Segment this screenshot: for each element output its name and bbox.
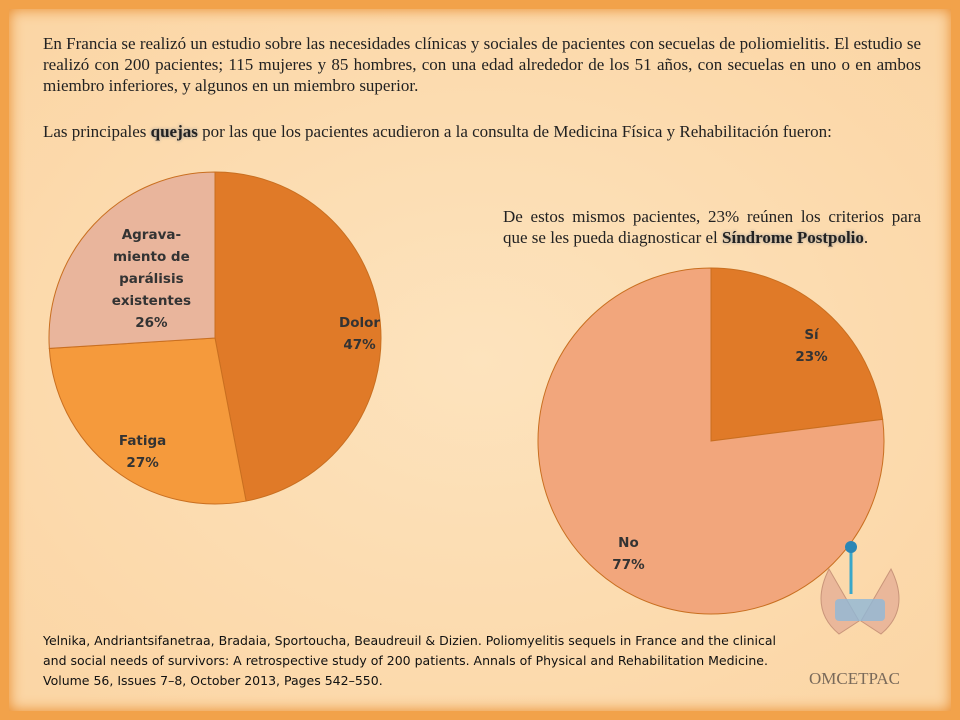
value-label: 77% (612, 556, 645, 573)
slice-label: Agrava-miento de parálisis existentes 26% (96, 224, 206, 334)
slice-label: No 77% (573, 532, 683, 576)
emphasis: Síndrome Postpolio (722, 228, 864, 247)
emphasis: quejas (150, 122, 198, 141)
pie-slice (48, 171, 216, 349)
pie-slice (48, 337, 247, 505)
text: Las principales (43, 122, 151, 141)
value-label: 26% (135, 314, 168, 331)
value-label: 27% (126, 454, 159, 471)
paragraph: De estos mismos pacientes, 23% reúnen lo… (503, 206, 921, 248)
paragraph: En Francia se realizó un estudio sobre l… (43, 34, 921, 95)
category-label: Sí (804, 327, 819, 344)
citation: Yelnika, Andriantsifanetraa, Bradaia, Sp… (43, 633, 777, 688)
slice-label: Dolor 47% (305, 312, 415, 356)
category-label: Dolor (338, 315, 381, 332)
category-label: Agrava-miento de parálisis existentes (111, 226, 192, 309)
category-label: No (618, 534, 639, 551)
value-label: 23% (795, 349, 828, 366)
text: De estos mismos pacientes, 23% reúnen lo… (503, 207, 921, 247)
category-label: Fatiga (118, 432, 167, 449)
logo-icon (820, 541, 900, 635)
pie-slice (214, 171, 382, 502)
value-label: 47% (343, 337, 376, 354)
text: por las que los pacientes acudieron a la… (197, 122, 832, 141)
slice-label: Sí 23% (757, 324, 867, 368)
charts (48, 171, 900, 635)
pie-slice (710, 267, 884, 442)
paragraph: Las principales quejas por las que los p… (43, 121, 921, 142)
slice-label: Fatiga 27% (88, 430, 198, 474)
logo-text: OMCETPAC (809, 669, 901, 688)
pie-slice (537, 267, 885, 615)
text: . (863, 228, 869, 247)
